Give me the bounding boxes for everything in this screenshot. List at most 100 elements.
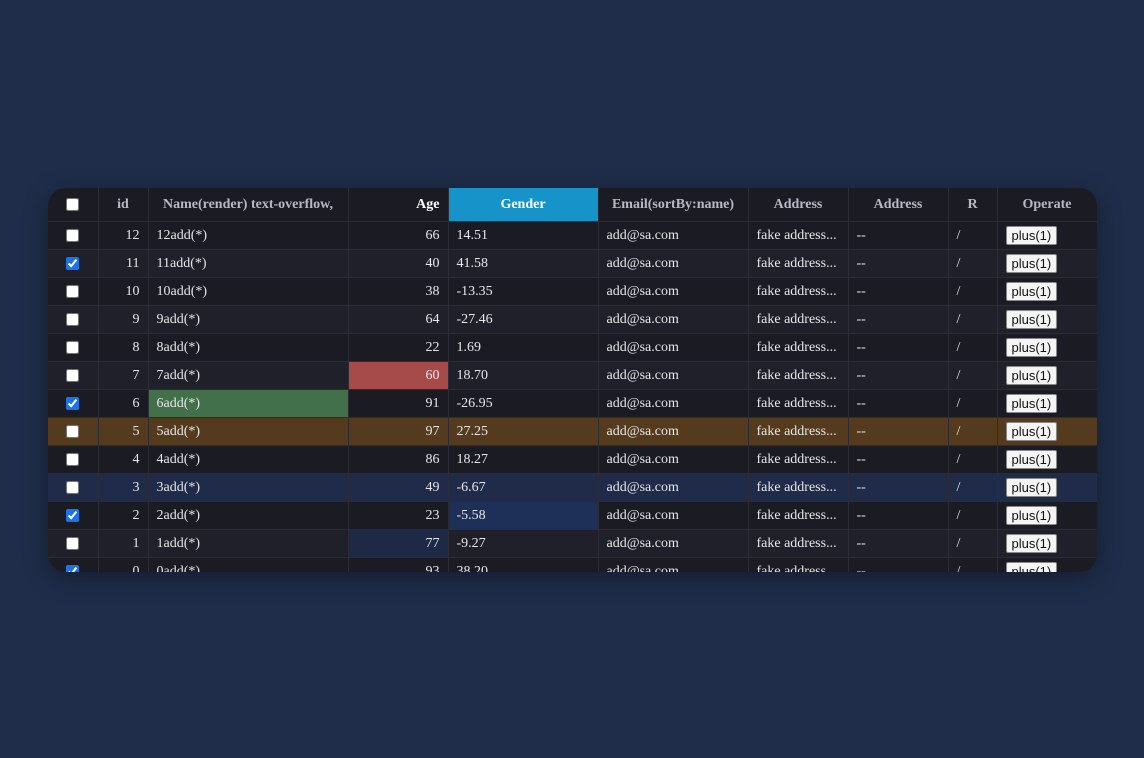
header-id[interactable]: id: [98, 188, 149, 222]
plus-button[interactable]: plus(1): [1005, 310, 1058, 329]
row-checkbox[interactable]: [66, 508, 80, 522]
header-name[interactable]: Name(render) text-overflow,: [148, 188, 349, 222]
table-row[interactable]: 0 0add(*) 93 38.20 add@sa.com fake address...…: [48, 557, 1097, 572]
cell-select[interactable]: [48, 277, 99, 306]
row-checkbox[interactable]: [66, 424, 80, 438]
cell-select[interactable]: [48, 305, 99, 334]
select-all-checkbox[interactable]: [66, 197, 80, 211]
cell-select[interactable]: [48, 557, 99, 572]
table-row[interactable]: 8 8add(*) 22 1.69 add@sa.com fake address... -…: [48, 333, 1097, 362]
cell-select[interactable]: [48, 389, 99, 418]
row-checkbox[interactable]: [66, 340, 80, 354]
data-table-container[interactable]: id Name(render) text-overflow, Age Gende…: [48, 188, 1097, 572]
header-select-all[interactable]: [48, 188, 99, 222]
table-row[interactable]: 6 6add(*) 91 -26.95 add@sa.com fake address..…: [48, 389, 1097, 418]
cell-select[interactable]: [48, 529, 99, 558]
cell-address2: --: [848, 249, 949, 278]
cell-id: 4: [98, 445, 149, 474]
cell-gender: -26.95: [448, 389, 599, 418]
row-checkbox[interactable]: [66, 284, 80, 298]
cell-operate[interactable]: plus(1): [997, 305, 1097, 334]
plus-button[interactable]: plus(1): [1005, 366, 1058, 385]
cell-operate[interactable]: plus(1): [997, 361, 1097, 390]
cell-gender: 18.70: [448, 361, 599, 390]
cell-email: add@sa.com: [598, 221, 749, 250]
cell-select[interactable]: [48, 333, 99, 362]
cell-select[interactable]: [48, 445, 99, 474]
cell-name: 9add(*): [148, 305, 349, 334]
table-row[interactable]: 3 3add(*) 49 -6.67 add@sa.com fake address...…: [48, 473, 1097, 502]
cell-address2: --: [848, 305, 949, 334]
table-row[interactable]: 2 2add(*) 23 -5.58 add@sa.com fake address...…: [48, 501, 1097, 530]
row-checkbox[interactable]: [66, 312, 80, 326]
plus-button[interactable]: plus(1): [1005, 534, 1058, 553]
header-address-2[interactable]: Address: [848, 188, 949, 222]
cell-operate[interactable]: plus(1): [997, 501, 1097, 530]
table-row[interactable]: 11 11add(*) 40 41.58 add@sa.com fake address.…: [48, 249, 1097, 278]
row-checkbox[interactable]: [66, 564, 80, 572]
plus-button[interactable]: plus(1): [1005, 254, 1058, 273]
header-age[interactable]: Age: [348, 188, 449, 222]
cell-age: 40: [348, 249, 449, 278]
plus-button[interactable]: plus(1): [1005, 422, 1058, 441]
cell-select[interactable]: [48, 473, 99, 502]
table-row[interactable]: 4 4add(*) 86 18.27 add@sa.com fake address...…: [48, 445, 1097, 474]
cell-email: add@sa.com: [598, 417, 749, 446]
cell-name: 0add(*): [148, 557, 349, 572]
table-row[interactable]: 10 10add(*) 38 -13.35 add@sa.com fake address…: [48, 277, 1097, 306]
cell-operate[interactable]: plus(1): [997, 445, 1097, 474]
cell-operate[interactable]: plus(1): [997, 249, 1097, 278]
table-row[interactable]: 5 5add(*) 97 27.25 add@sa.com fake address...…: [48, 417, 1097, 446]
cell-operate[interactable]: plus(1): [997, 333, 1097, 362]
header-operate[interactable]: Operate: [997, 188, 1097, 222]
cell-name: 10add(*): [148, 277, 349, 306]
row-checkbox[interactable]: [66, 368, 80, 382]
row-checkbox[interactable]: [66, 536, 80, 550]
cell-name: 1add(*): [148, 529, 349, 558]
cell-operate[interactable]: plus(1): [997, 277, 1097, 306]
row-checkbox[interactable]: [66, 396, 80, 410]
cell-select[interactable]: [48, 501, 99, 530]
table-body: 12 12add(*) 66 14.51 add@sa.com fake address.…: [48, 221, 1097, 572]
cell-age: 64: [348, 305, 449, 334]
cell-operate[interactable]: plus(1): [997, 221, 1097, 250]
cell-email: add@sa.com: [598, 529, 749, 558]
cell-gender: 14.51: [448, 221, 599, 250]
plus-button[interactable]: plus(1): [1005, 282, 1058, 301]
row-checkbox[interactable]: [66, 452, 80, 466]
cell-select[interactable]: [48, 417, 99, 446]
table-row[interactable]: 12 12add(*) 66 14.51 add@sa.com fake address.…: [48, 221, 1097, 250]
table-row[interactable]: 9 9add(*) 64 -27.46 add@sa.com fake address..…: [48, 305, 1097, 334]
header-r[interactable]: R: [947, 188, 998, 222]
plus-button[interactable]: plus(1): [1005, 450, 1058, 469]
plus-button[interactable]: plus(1): [1005, 226, 1058, 245]
plus-button[interactable]: plus(1): [1005, 562, 1058, 572]
plus-button[interactable]: plus(1): [1005, 338, 1058, 357]
cell-select[interactable]: [48, 221, 99, 250]
plus-button[interactable]: plus(1): [1005, 478, 1058, 497]
cell-operate[interactable]: plus(1): [997, 557, 1097, 572]
table-row[interactable]: 1 1add(*) 77 -9.27 add@sa.com fake address...…: [48, 529, 1097, 558]
plus-button[interactable]: plus(1): [1005, 394, 1058, 413]
cell-operate[interactable]: plus(1): [997, 473, 1097, 502]
cell-operate[interactable]: plus(1): [997, 529, 1097, 558]
cell-select[interactable]: [48, 249, 99, 278]
header-email[interactable]: Email(sortBy:name): [598, 188, 749, 222]
header-address[interactable]: Address: [748, 188, 849, 222]
header-gender[interactable]: Gender: [448, 188, 599, 222]
cell-operate[interactable]: plus(1): [997, 389, 1097, 418]
cell-id: 7: [98, 361, 149, 390]
cell-gender: -13.35: [448, 277, 599, 306]
cell-name: 12add(*): [148, 221, 349, 250]
row-checkbox[interactable]: [66, 480, 80, 494]
row-checkbox[interactable]: [66, 228, 80, 242]
plus-button[interactable]: plus(1): [1005, 506, 1058, 525]
cell-name: 7add(*): [148, 361, 349, 390]
cell-age: 38: [348, 277, 449, 306]
cell-email: add@sa.com: [598, 389, 749, 418]
cell-operate[interactable]: plus(1): [997, 417, 1097, 446]
table-row[interactable]: 7 7add(*) 60 18.70 add@sa.com fake address...…: [48, 361, 1097, 390]
cell-address1: fake address...: [748, 501, 849, 530]
row-checkbox[interactable]: [66, 256, 80, 270]
cell-select[interactable]: [48, 361, 99, 390]
